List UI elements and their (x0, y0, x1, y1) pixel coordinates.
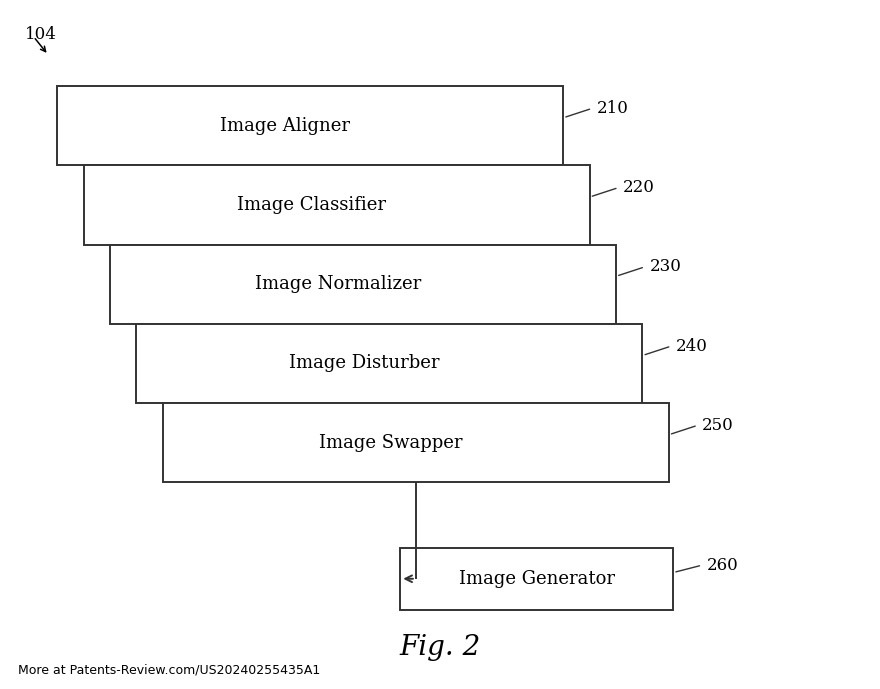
Text: 104: 104 (25, 26, 56, 43)
Bar (110, 245, 616, 324)
Text: 230: 230 (649, 258, 681, 276)
Text: Image Swapper: Image Swapper (319, 433, 462, 452)
Bar (84, 165, 590, 245)
Text: Image Classifier: Image Classifier (237, 196, 385, 214)
Text: Image Aligner: Image Aligner (220, 116, 350, 135)
Text: 210: 210 (597, 100, 628, 117)
Text: 220: 220 (623, 179, 655, 196)
Text: Image Normalizer: Image Normalizer (254, 275, 421, 294)
Text: Image Disturber: Image Disturber (289, 354, 439, 373)
Bar (163, 403, 669, 482)
Bar (136, 324, 642, 403)
Bar (57, 86, 563, 165)
Text: 250: 250 (702, 417, 734, 434)
Text: 260: 260 (707, 557, 738, 574)
Text: 240: 240 (676, 338, 708, 355)
Text: More at Patents-Review.com/US20240255435A1: More at Patents-Review.com/US20240255435… (18, 664, 319, 677)
Bar (400, 548, 673, 610)
Text: Image Generator: Image Generator (458, 570, 615, 588)
Text: Fig. 2: Fig. 2 (400, 634, 480, 661)
